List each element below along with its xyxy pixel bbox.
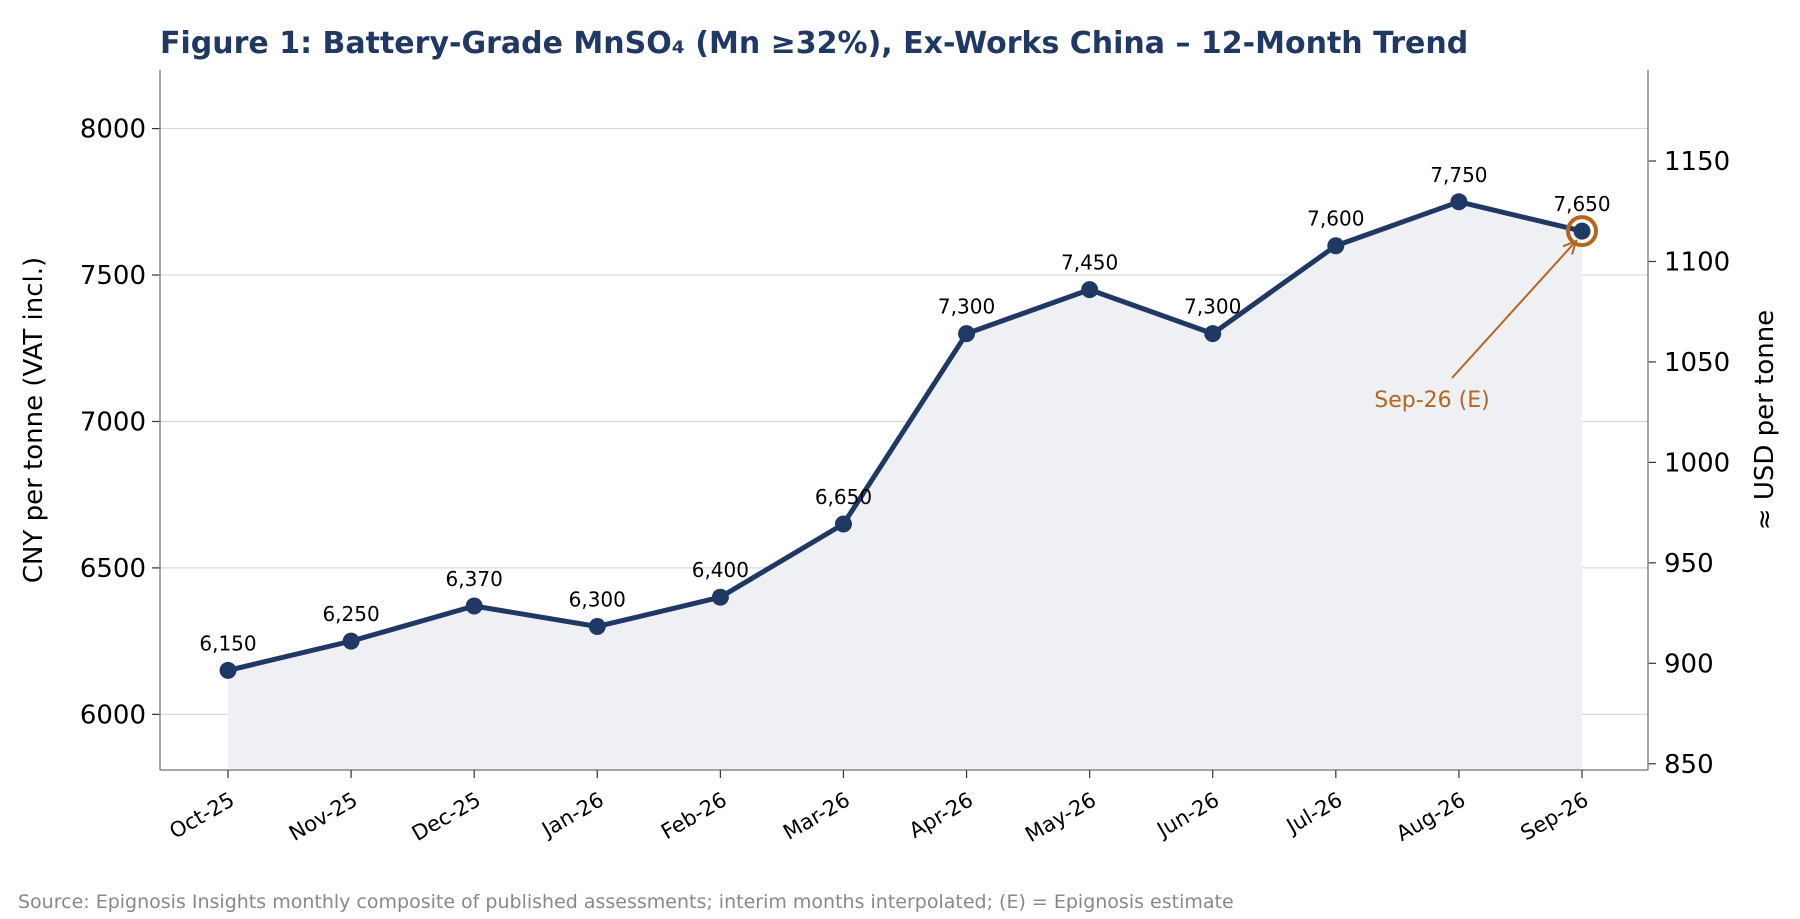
data-labels: 6,150 6,250 6,370 6,300 6,400 6,650 7,300 7,450… <box>199 163 1610 656</box>
data-label: 6,300 <box>569 587 626 611</box>
y-axis-title: CNY per tonne (VAT incl.) <box>19 257 49 583</box>
x-tick-label: Jul-26 <box>1281 788 1346 840</box>
data-label: 6,400 <box>692 558 749 582</box>
data-point <box>1081 281 1099 299</box>
y2-tick-label: 1050 <box>1664 348 1730 378</box>
data-point <box>711 588 729 606</box>
data-point <box>1450 193 1468 211</box>
y-tick-label: 7000 <box>80 407 146 437</box>
data-label: 7,600 <box>1307 207 1364 231</box>
data-point <box>958 325 976 343</box>
y2-tick-label: 1100 <box>1664 247 1730 277</box>
data-label: 6,250 <box>322 602 379 626</box>
data-point <box>1573 222 1591 240</box>
x-tick-label: Mar-26 <box>779 788 854 845</box>
area-fill-layer <box>228 201 1582 770</box>
data-label: 7,300 <box>1184 295 1241 319</box>
x-tick-label: Jan-26 <box>536 788 607 843</box>
x-tick-label: Sep-26 <box>1517 788 1593 846</box>
data-label: 6,150 <box>199 631 256 655</box>
data-point <box>342 632 360 650</box>
y-tick-label: 6500 <box>80 554 146 584</box>
series-line-layer <box>225 199 1585 673</box>
data-point <box>465 597 483 615</box>
x-tick-label: Aug-26 <box>1392 788 1469 846</box>
annotation-arrow <box>1451 240 1577 379</box>
y2-tick-label: 850 <box>1664 750 1714 780</box>
data-points <box>219 193 1591 679</box>
y2-tick-label: 1150 <box>1664 147 1730 177</box>
source-note: Source: Epignosis Insights monthly compo… <box>18 891 1234 913</box>
data-point <box>1204 325 1222 343</box>
data-point <box>834 515 852 533</box>
annotation-arrowhead <box>1562 239 1578 255</box>
y2-tick-label: 950 <box>1664 549 1714 579</box>
estimate-highlight-ring <box>1566 215 1598 248</box>
x-tick-label: Oct-25 <box>165 788 238 844</box>
x-tick-label: May-26 <box>1021 788 1100 847</box>
y-tick-label: 7500 <box>80 261 146 291</box>
annotation: Sep-26 (E) <box>1374 215 1598 413</box>
chart-title: Figure 1: Battery-Grade MnSO₄ (Mn ≥32%),… <box>160 26 1468 61</box>
annotation-label: Sep-26 (E) <box>1374 388 1489 413</box>
data-label: 7,300 <box>938 295 995 319</box>
data-label: 6,650 <box>815 485 872 509</box>
y2-tick-label: 900 <box>1664 649 1714 679</box>
data-label: 7,750 <box>1430 163 1487 187</box>
data-point <box>588 617 606 635</box>
data-point <box>1327 237 1345 255</box>
y-tick-label: 8000 <box>80 115 146 145</box>
x-tick-label: Jun-26 <box>1151 788 1223 843</box>
area-fill <box>228 201 1582 770</box>
series-line <box>225 199 1585 673</box>
x-tick-label: Dec-25 <box>408 788 485 846</box>
y-tick-label: 6000 <box>80 700 146 730</box>
x-tick-label: Nov-25 <box>285 788 362 846</box>
x-tick-label: Apr-26 <box>905 788 977 843</box>
y2-tick-label: 1000 <box>1664 448 1730 478</box>
data-point <box>219 661 237 679</box>
data-label: 6,370 <box>446 567 503 591</box>
data-label: 7,450 <box>1061 251 1118 275</box>
data-label: 7,650 <box>1553 192 1610 216</box>
x-tick-label: Feb-26 <box>657 788 731 845</box>
y2-axis-title: ≈ USD per tonne <box>1750 310 1780 530</box>
